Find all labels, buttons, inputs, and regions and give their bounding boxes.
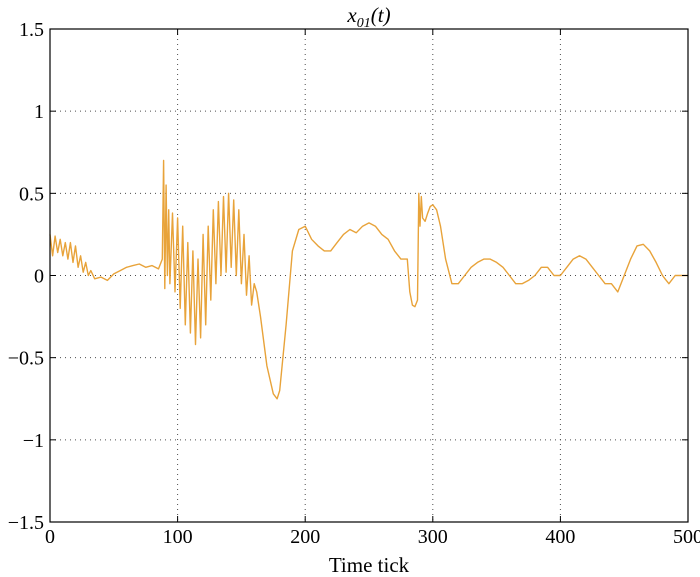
x-tick-label: 500 bbox=[673, 526, 700, 548]
grid bbox=[50, 29, 688, 522]
x-axis-label: Time tick bbox=[329, 553, 410, 577]
series-layer bbox=[49, 159, 688, 400]
y-tick-label: 0 bbox=[34, 266, 44, 288]
chart-title-rest: (t) bbox=[371, 3, 391, 27]
y-tick-label: −1 bbox=[23, 430, 44, 452]
y-tick-label: −1.5 bbox=[8, 512, 44, 534]
y-tick-label: −0.5 bbox=[8, 348, 44, 370]
series-line bbox=[49, 159, 688, 400]
x-tick-label: 100 bbox=[163, 526, 193, 548]
x-tick-label: 200 bbox=[290, 526, 320, 548]
y-tick-label: 0.5 bbox=[19, 183, 44, 205]
x-tick-label: 300 bbox=[418, 526, 448, 548]
y-tick-label: 1.5 bbox=[19, 19, 44, 41]
x-tick-label: 400 bbox=[545, 526, 575, 548]
x-tick-label: 0 bbox=[45, 526, 55, 548]
chart-title-subscript: 01 bbox=[357, 16, 371, 31]
chart-title-base: x bbox=[346, 3, 357, 27]
y-tick-label: 1 bbox=[34, 101, 44, 123]
chart-title: x01(t) bbox=[346, 3, 390, 31]
ticks: 0 100 200 300 400 500 −1.5 −1 −0.5 0 0.5 1 1.5 bbox=[8, 19, 700, 548]
